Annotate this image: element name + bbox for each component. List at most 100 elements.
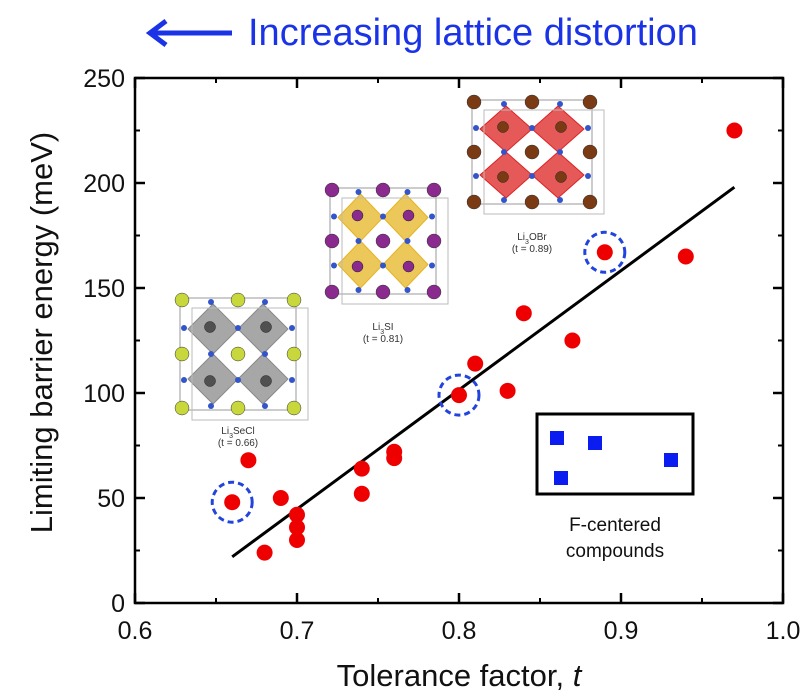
data-point bbox=[289, 532, 305, 548]
data-point bbox=[353, 460, 370, 477]
halide-atom bbox=[375, 233, 391, 249]
li-atom bbox=[262, 299, 268, 305]
core-atom bbox=[351, 260, 364, 273]
li-atom bbox=[262, 351, 268, 357]
li-atom bbox=[262, 403, 268, 409]
halide-atom bbox=[524, 194, 540, 210]
data-point bbox=[677, 248, 694, 265]
f-centered-marker bbox=[554, 471, 568, 485]
li-atom bbox=[585, 125, 591, 131]
linear-fit-line bbox=[231, 185, 736, 559]
crystal-structure-li3si: Li3SI(t = 0.81) bbox=[324, 182, 449, 345]
data-point bbox=[726, 122, 743, 139]
li-atom bbox=[208, 351, 214, 357]
data-point bbox=[289, 519, 305, 536]
li-atom bbox=[529, 173, 535, 179]
halide-atom bbox=[426, 233, 442, 249]
structure-t-label: (t = 0.89) bbox=[512, 244, 552, 255]
core-atom bbox=[497, 171, 509, 183]
halide-atom bbox=[286, 400, 302, 416]
li-atom bbox=[208, 403, 214, 409]
halide-atom bbox=[230, 400, 246, 416]
halide-atom bbox=[324, 284, 340, 300]
li-atom bbox=[235, 325, 241, 331]
core-atom bbox=[260, 321, 272, 333]
halide-atom bbox=[324, 182, 340, 198]
data-point bbox=[289, 506, 305, 523]
li-atom bbox=[501, 197, 507, 203]
left-arrow-icon bbox=[145, 19, 232, 47]
halide-atom bbox=[174, 292, 190, 308]
data-point bbox=[564, 332, 581, 349]
crystal-structure-li3secl: Li3SeCl(t = 0.66) bbox=[174, 292, 309, 449]
li-atom bbox=[404, 189, 411, 195]
distortion-banner: Increasing lattice distortion bbox=[140, 8, 698, 58]
data-point bbox=[256, 544, 273, 561]
li-atom bbox=[557, 197, 563, 203]
li-atom bbox=[585, 173, 591, 179]
x-tick-label: 0.7 bbox=[280, 617, 315, 645]
halide-atom bbox=[426, 284, 442, 300]
highlight-circles bbox=[210, 230, 627, 524]
halide-atom bbox=[286, 292, 302, 308]
data-point bbox=[386, 450, 403, 467]
li-atom bbox=[355, 189, 362, 195]
structure-name-label: Li3SI bbox=[372, 322, 393, 336]
li-atom bbox=[289, 325, 295, 331]
li-atom bbox=[331, 262, 337, 269]
plot-frame bbox=[133, 76, 785, 605]
core-atom bbox=[555, 121, 567, 133]
halide-atom bbox=[582, 194, 598, 210]
li-atom bbox=[557, 149, 563, 155]
data-points bbox=[224, 122, 743, 561]
y-tick-label: 150 bbox=[83, 275, 125, 303]
li-atom bbox=[404, 287, 411, 293]
y-tick-label: 50 bbox=[97, 485, 125, 513]
f-centered-inset: F-centered compounds bbox=[535, 412, 695, 562]
crystal-structure-insets: Li3SeCl(t = 0.66)Li3SI(t = 0.81)Li3OBr(t… bbox=[174, 94, 605, 449]
x-tick-label: 0.9 bbox=[604, 617, 639, 645]
inset-label-line2: compounds bbox=[566, 541, 664, 562]
core-atom bbox=[497, 121, 509, 133]
li-atom bbox=[380, 262, 386, 269]
halide-atom bbox=[324, 233, 340, 249]
li-atom bbox=[404, 238, 411, 244]
unit-cell-edge bbox=[191, 307, 309, 421]
halide-atom bbox=[174, 400, 190, 416]
core-atom bbox=[402, 260, 415, 273]
halide-atom bbox=[230, 346, 246, 362]
data-point bbox=[499, 382, 516, 399]
core-atom bbox=[204, 321, 216, 333]
highlight-circle bbox=[583, 230, 627, 274]
li-atom bbox=[429, 213, 435, 220]
halide-atom bbox=[524, 144, 540, 160]
x-tick-label: 0.8 bbox=[442, 617, 477, 645]
data-point bbox=[240, 452, 257, 469]
f-centered-marker bbox=[588, 436, 602, 450]
core-atom bbox=[402, 209, 415, 222]
li-atom bbox=[501, 149, 507, 155]
y-axis-label: Limiting barrier energy (meV) bbox=[24, 132, 59, 533]
halide-atom bbox=[174, 346, 190, 362]
core-atom bbox=[260, 375, 272, 387]
li-atom bbox=[181, 325, 187, 331]
li-atom bbox=[501, 101, 507, 107]
unit-cell-edge bbox=[341, 197, 449, 305]
halide-atom bbox=[375, 182, 391, 198]
data-point bbox=[272, 490, 289, 506]
halide-atom bbox=[466, 194, 482, 210]
crystal-structure-li3obr: Li3OBr(t = 0.89) bbox=[466, 94, 605, 255]
highlight-circle bbox=[210, 480, 254, 524]
data-point bbox=[467, 355, 484, 372]
core-atom bbox=[204, 375, 216, 387]
data-point bbox=[596, 244, 613, 261]
highlight-circle bbox=[437, 373, 481, 417]
li-atom bbox=[473, 125, 479, 131]
li-atom bbox=[380, 213, 386, 220]
li-atom bbox=[208, 299, 214, 305]
y-tick-label: 200 bbox=[83, 170, 125, 198]
halide-atom bbox=[582, 94, 598, 110]
y-tick-label: 100 bbox=[83, 380, 125, 408]
inset-label-line1: F-centered bbox=[569, 515, 661, 536]
halide-atom bbox=[466, 94, 482, 110]
